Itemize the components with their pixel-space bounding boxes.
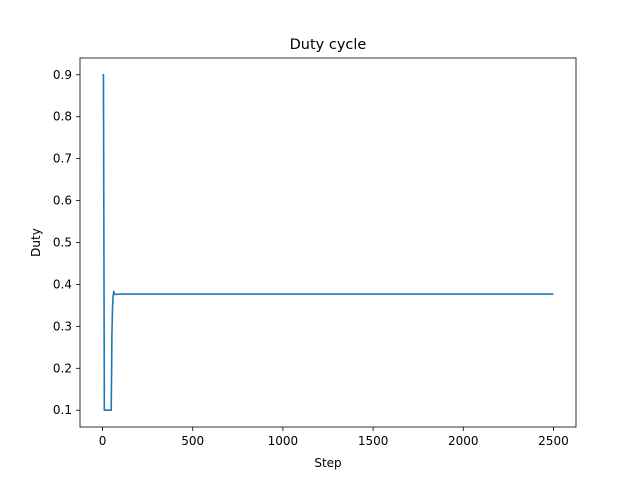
y-tick-label: 0.2 (53, 361, 72, 375)
x-axis-ticks: 0 500 1000 1500 2000 2500 (99, 427, 569, 448)
y-tick-label: 0.6 (53, 194, 72, 208)
y-axis-ticks: 0.1 0.2 0.3 0.4 0.5 0.6 0.7 0.8 0.9 (53, 68, 80, 417)
x-tick-label: 2000 (448, 434, 479, 448)
x-tick-label: 1500 (358, 434, 389, 448)
plot-area (80, 58, 576, 427)
y-tick-label: 0.9 (53, 68, 72, 82)
data-layer (102, 73, 554, 412)
y-tick-label: 0.3 (53, 319, 72, 333)
y-tick-label: 0.7 (53, 152, 72, 166)
y-tick-label: 0.1 (53, 403, 72, 417)
x-axis-label: Step (314, 456, 341, 470)
x-tick-label: 1000 (268, 434, 299, 448)
y-tick-label: 0.8 (53, 110, 72, 124)
x-tick-label: 2500 (538, 434, 569, 448)
x-tick-label: 0 (99, 434, 107, 448)
y-tick-label: 0.5 (53, 236, 72, 250)
x-tick-label: 500 (181, 434, 204, 448)
chart-title: Duty cycle (290, 37, 367, 53)
series-line-0 (102, 73, 554, 412)
y-axis-label: Duty (29, 228, 43, 257)
y-tick-label: 0.4 (53, 277, 72, 291)
